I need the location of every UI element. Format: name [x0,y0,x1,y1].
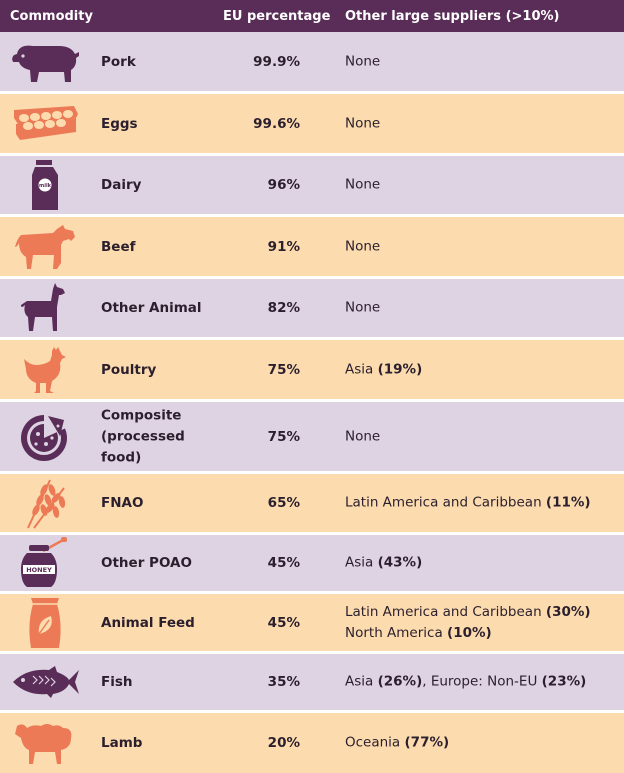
eu-percentage: 96% [267,177,300,193]
wheat-icon [8,478,82,529]
commodity-name: Beef [101,238,136,255]
table-row: milk Dairy 96% None [0,156,624,217]
supplier-line: North America (10%) [345,623,620,644]
eu-percentage: 20% [267,735,300,751]
supplier-text: None [345,428,381,444]
header-commodity: Commodity [10,9,93,24]
eu-percentage: 45% [267,614,300,631]
supplier-text: Asia [345,673,378,690]
supplier-share: (23%) [541,673,587,690]
eu-percentage: 65% [267,495,300,511]
supplier-text: North America [345,624,448,641]
eu-percentage: 75% [267,361,300,378]
pizza-icon [8,412,82,462]
commodity-name: Other Animal [101,300,202,316]
commodity-name: Eggs [101,115,138,132]
eu-percentage: 99.9% [253,53,300,70]
header-eu-percentage: EU percentage [223,9,331,24]
milk-carton-icon: milk [8,160,82,210]
other-suppliers: None [345,298,620,319]
eu-percentage: 82% [267,300,300,316]
commodity-name: Dairy [101,177,142,193]
commodity-name: Poultry [101,361,157,378]
table-row: FNAO 65% Latin America and Caribbean (11… [0,474,624,535]
eu-percentage: 35% [267,674,300,690]
table-row: Other Animal 82% None [0,279,624,340]
table-row: HONEY Other POAO 45% Asia (43%) [0,535,624,594]
other-suppliers: Asia (26%), Europe: Non-EU (23%) [345,672,620,693]
other-suppliers: None [345,113,620,134]
supplier-share: (11%) [545,494,591,511]
commodity-name: Composite (processed food) [101,407,185,465]
commodity-name: Pork [101,53,136,70]
supplier-text: None [345,53,381,69]
llama-icon [8,283,82,333]
commodity-name: Fish [101,674,133,690]
table-row: Pork 99.9% None [0,32,624,94]
other-suppliers: Latin America and Caribbean (11%) [345,493,620,514]
supplier-share: (43%) [377,554,423,571]
sheep-icon [8,718,82,768]
honey-label: HONEY [26,566,52,574]
commodity-name: Other POAO [101,555,192,571]
supplier-text: Latin America and Caribbean [345,494,546,511]
milk-label: milk [39,183,52,189]
chicken-icon [8,345,82,395]
table-header: Commodity EU percentage Other large supp… [0,0,624,32]
supplier-text: None [345,238,381,254]
eu-percentage: 91% [267,238,300,255]
supplier-share: (30%) [545,603,591,620]
table-row: Eggs 99.6% None [0,94,624,156]
supplier-text: None [345,176,381,193]
supplier-line: Latin America and Caribbean (30%) [345,602,620,623]
table-row: Animal Feed 45% Latin America and Caribb… [0,594,624,654]
commodity-name: FNAO [101,495,144,511]
table-row: Fish 35% Asia (26%), Europe: Non-EU (23%… [0,654,624,713]
eu-percentage: 45% [267,555,300,571]
supplier-share: (26%) [377,673,423,690]
table-row: Beef 91% None [0,217,624,279]
cow-icon [8,222,82,272]
pig-icon [8,37,82,87]
eu-percentage: 75% [267,428,300,445]
other-suppliers: Asia (43%) [345,553,620,574]
supplier-text: None [345,115,381,131]
egg-carton-icon [8,99,82,149]
other-suppliers: None [345,236,620,257]
other-suppliers: Asia (19%) [345,359,620,380]
honey-jar-icon: HONEY [8,537,82,588]
other-suppliers: Latin America and Caribbean (30%) North … [345,602,620,644]
other-suppliers: None [345,51,620,72]
fish-icon [8,657,82,707]
other-suppliers: None [345,175,620,196]
supplier-text: , Europe: Non-EU [422,673,542,690]
supplier-text: Latin America and Caribbean [345,603,546,620]
table-row: Poultry 75% Asia (19%) [0,340,624,402]
supplier-text: None [345,299,381,316]
other-suppliers: Oceania (77%) [345,733,620,754]
commodity-name: Lamb [101,735,143,751]
table-row: Lamb 20% Oceania (77%) [0,713,624,773]
supplier-share: (19%) [377,361,423,377]
header-other-suppliers: Other large suppliers (>10%) [345,9,560,24]
commodity-name: Animal Feed [101,614,195,631]
table-row: Composite (processed food) 75% None [0,402,624,474]
supplier-text: Asia [345,361,378,377]
other-suppliers: None [345,426,620,447]
feed-sack-icon [8,597,82,648]
eu-percentage: 99.6% [253,115,300,132]
supplier-text: Asia [345,554,378,571]
supplier-share: (10%) [447,624,492,641]
supplier-share: (77%) [404,734,450,751]
supplier-text: Oceania [345,734,405,751]
